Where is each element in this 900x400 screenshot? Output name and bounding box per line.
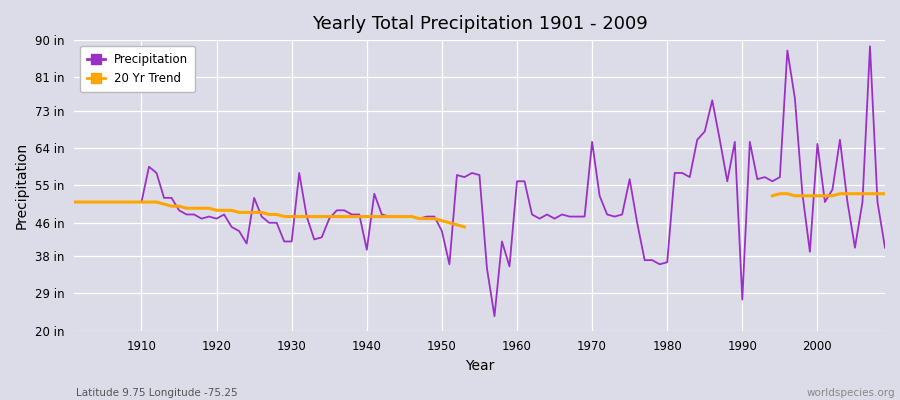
X-axis label: Year: Year xyxy=(464,359,494,373)
Title: Yearly Total Precipitation 1901 - 2009: Yearly Total Precipitation 1901 - 2009 xyxy=(311,15,647,33)
Text: worldspecies.org: worldspecies.org xyxy=(807,388,896,398)
Y-axis label: Precipitation: Precipitation xyxy=(15,142,29,229)
Text: Latitude 9.75 Longitude -75.25: Latitude 9.75 Longitude -75.25 xyxy=(76,388,238,398)
Legend: Precipitation, 20 Yr Trend: Precipitation, 20 Yr Trend xyxy=(80,46,195,92)
